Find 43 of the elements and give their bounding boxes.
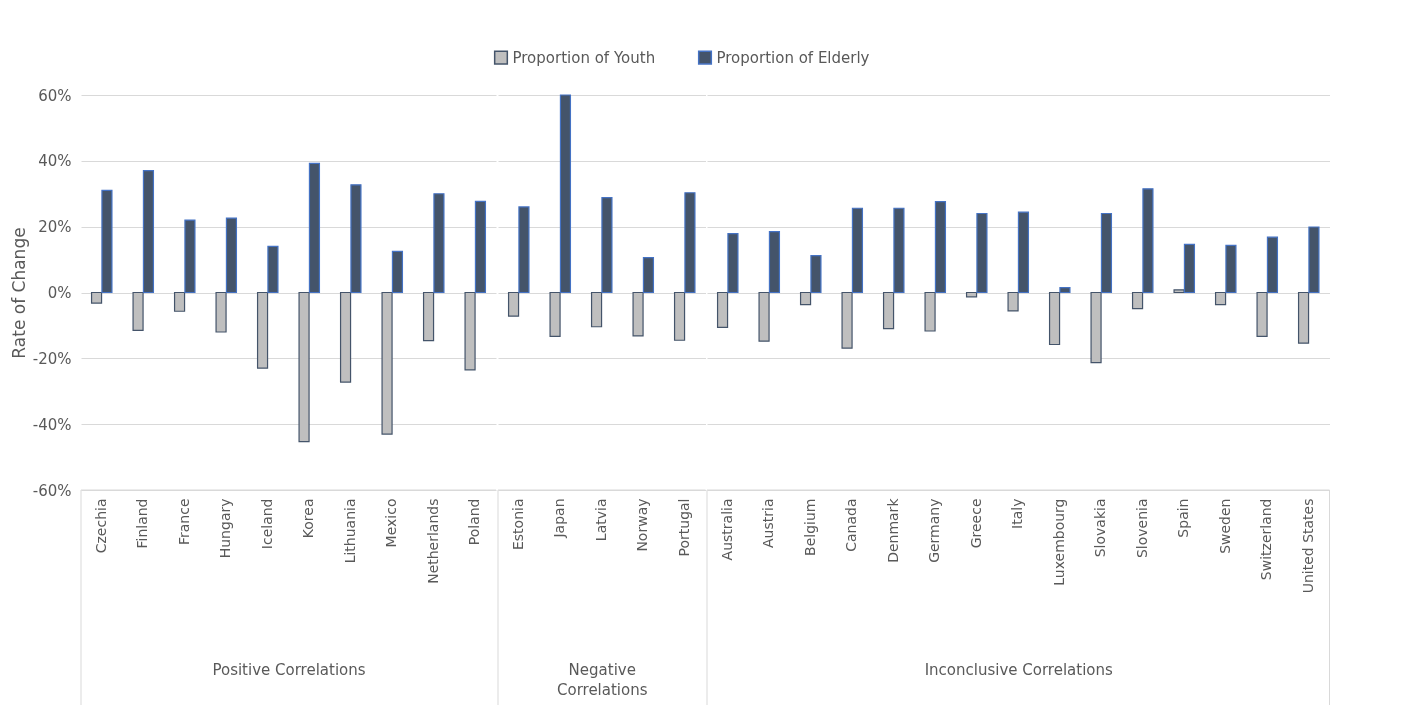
x-tick-label: Luxembourg — [1050, 498, 1067, 586]
x-tick-label: United States — [1299, 498, 1316, 594]
x-tick-label: France — [175, 498, 192, 546]
x-tick-label: Switzerland — [1258, 498, 1275, 581]
x-tick-label: Germany — [926, 498, 943, 563]
y-tick-label: 40% — [38, 152, 72, 171]
x-axis-title: Positive Correlations — [212, 660, 366, 679]
x-tick-label: Austria — [760, 498, 777, 548]
x-tick-label: Slovenia — [1133, 498, 1150, 559]
x-tick-label: Hungary — [217, 498, 234, 559]
x-tick-label: Norway — [634, 498, 651, 552]
x-tick-label: Latvia — [592, 498, 609, 542]
x-tick-label: Lithuania — [341, 498, 358, 564]
x-tick-label: Belgium — [801, 498, 818, 556]
x-tick-label: Mexico — [383, 498, 400, 548]
legend-label: Proportion of Youth — [512, 48, 656, 67]
y-tick-label: -60% — [32, 481, 72, 500]
x-axis-title: Inconclusive Correlations — [924, 660, 1114, 679]
x-tick-label: Iceland — [258, 498, 275, 550]
y-tick-label: -40% — [32, 415, 72, 434]
x-tick-label: Portugal — [675, 498, 692, 557]
x-tick-label: Czechia — [92, 498, 109, 554]
y-tick-label: 0% — [47, 284, 72, 302]
y-axis-title: Rate of Change — [8, 227, 29, 359]
x-tick-label: Italy — [1009, 498, 1026, 529]
x-tick-label: Australia — [718, 498, 735, 561]
x-tick-label: Netherlands — [424, 498, 441, 584]
x-tick-label: Sweden — [1216, 498, 1233, 554]
y-tick-label: 60% — [38, 86, 72, 105]
x-tick-label: Korea — [300, 498, 317, 539]
x-tick-label: Finland — [134, 498, 151, 549]
x-tick-label: Greece — [967, 498, 984, 549]
x-tick-label: Spain — [1175, 498, 1192, 538]
x-tick-label: Canada — [843, 498, 860, 552]
x-tick-label: Japan — [551, 498, 568, 539]
x-axis-title: Negative Correlations — [556, 660, 648, 699]
y-tick-label: 20% — [38, 218, 72, 237]
y-tick-label: -20% — [32, 349, 72, 368]
x-tick-label: Poland — [466, 498, 483, 546]
legend-label: Proportion of Elderly — [716, 48, 870, 67]
x-tick-label: Denmark — [884, 497, 901, 563]
x-tick-label: Estonia — [509, 498, 526, 551]
x-tick-label: Slovakia — [1092, 498, 1109, 558]
